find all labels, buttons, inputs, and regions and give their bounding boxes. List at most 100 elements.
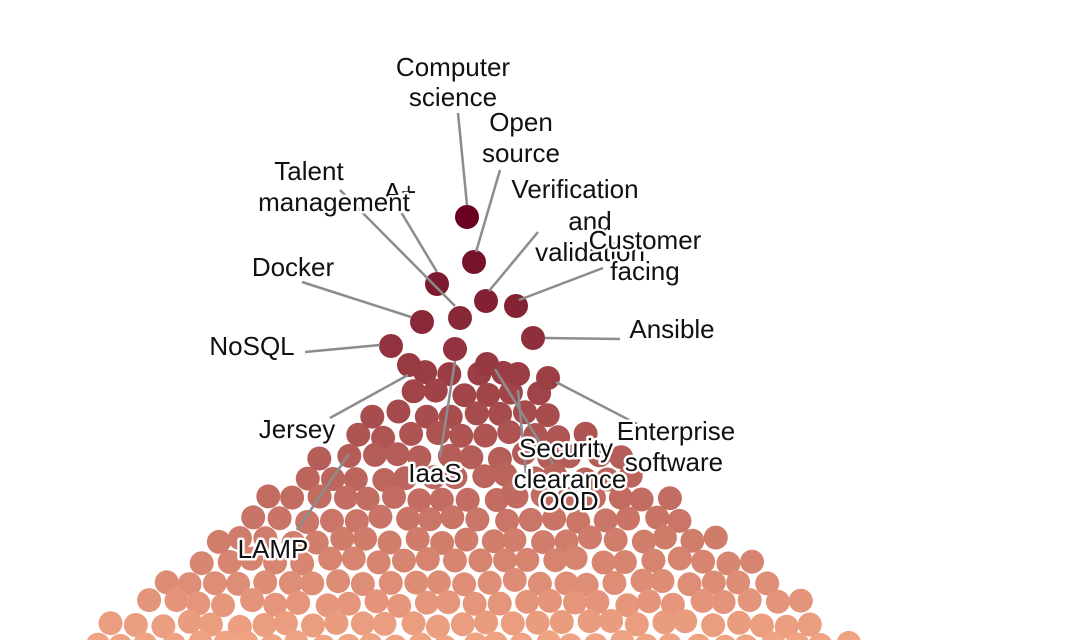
skill-dot bbox=[542, 506, 567, 531]
skill-dot bbox=[226, 571, 251, 596]
skill-dot bbox=[630, 568, 655, 593]
skill-dot bbox=[324, 610, 349, 635]
skill-dot bbox=[481, 529, 506, 554]
skill-dot bbox=[364, 589, 389, 614]
skill-dot bbox=[581, 485, 606, 510]
skill-dot bbox=[740, 549, 764, 574]
skill-dot bbox=[608, 485, 633, 510]
skill-dot bbox=[401, 379, 426, 404]
skill-dot bbox=[518, 507, 543, 532]
skill-dot bbox=[474, 289, 498, 313]
skill-dot bbox=[426, 570, 451, 595]
dots-layer bbox=[86, 205, 861, 640]
skill-dot bbox=[667, 508, 692, 533]
skill-dot bbox=[502, 567, 527, 592]
skill-dot bbox=[443, 548, 467, 573]
skill-dot bbox=[715, 634, 735, 640]
point-label: Docker bbox=[252, 252, 335, 282]
skill-dot bbox=[641, 548, 666, 573]
leader-line bbox=[438, 360, 457, 458]
skill-dot bbox=[652, 610, 677, 635]
skill-dot bbox=[202, 571, 227, 596]
skill-dot bbox=[290, 551, 315, 576]
skill-dot bbox=[286, 590, 311, 615]
skill-dot bbox=[477, 570, 502, 595]
skill-dot bbox=[162, 632, 185, 640]
point-label-line: science bbox=[409, 82, 497, 112]
leader-line bbox=[544, 336, 621, 341]
skill-dot bbox=[603, 527, 628, 552]
skill-dot bbox=[239, 546, 264, 571]
skill-dot bbox=[443, 465, 468, 490]
skill-dot bbox=[786, 632, 809, 640]
skill-dot bbox=[574, 572, 599, 597]
point-label-line: Enterprise bbox=[617, 416, 736, 446]
skill-dot bbox=[436, 590, 461, 615]
point-label: Computer science bbox=[396, 52, 510, 112]
skill-dot bbox=[415, 547, 440, 572]
skill-dot bbox=[475, 352, 499, 376]
skill-dot bbox=[263, 592, 288, 617]
skill-dot bbox=[464, 632, 487, 640]
point-label: LAMP bbox=[238, 534, 309, 564]
skill-dot bbox=[363, 442, 387, 467]
skill-dot bbox=[484, 631, 508, 640]
skill-dot bbox=[788, 588, 813, 613]
point-label-line: Talent bbox=[274, 156, 344, 186]
skill-dot bbox=[455, 205, 479, 229]
skill-dot bbox=[86, 632, 110, 640]
skill-dot bbox=[506, 362, 530, 386]
skill-dot bbox=[465, 507, 490, 532]
skill-dot bbox=[430, 531, 455, 555]
leader-line bbox=[493, 368, 555, 465]
skill-dot bbox=[278, 571, 303, 595]
skill-dot bbox=[177, 572, 202, 597]
skill-dot bbox=[809, 632, 832, 640]
skill-dot bbox=[610, 630, 635, 640]
point-label-line: A+ bbox=[384, 177, 417, 207]
skill-dot bbox=[440, 505, 465, 530]
point-label-line: facing bbox=[610, 256, 679, 286]
skill-dot bbox=[749, 613, 774, 638]
skill-dot bbox=[372, 611, 397, 636]
skill-dot bbox=[531, 530, 556, 555]
skill-dot bbox=[267, 506, 292, 531]
point-label-line: software bbox=[625, 447, 723, 477]
skill-dot bbox=[392, 548, 416, 573]
point-label-line: Security bbox=[519, 433, 613, 463]
point-label-line: LAMP bbox=[238, 534, 309, 564]
point-label: Security clearance bbox=[514, 433, 627, 494]
skill-dot bbox=[253, 570, 278, 595]
skill-dot bbox=[300, 571, 325, 596]
skill-dot bbox=[448, 306, 472, 330]
skill-dot bbox=[755, 571, 780, 596]
skill-dot bbox=[404, 570, 429, 595]
skill-dot bbox=[578, 525, 602, 550]
skill-dot bbox=[343, 467, 368, 492]
skill-dot bbox=[360, 404, 385, 429]
skill-dot bbox=[616, 506, 640, 531]
skill-dot bbox=[711, 590, 736, 614]
point-label-line: and bbox=[568, 206, 611, 236]
skill-dot bbox=[454, 527, 479, 552]
leader-lines-layer bbox=[295, 112, 638, 531]
skill-dot bbox=[455, 487, 480, 512]
skill-dot bbox=[386, 399, 411, 424]
skill-dot bbox=[385, 442, 410, 467]
skill-dot bbox=[429, 487, 454, 512]
skill-dot bbox=[584, 633, 607, 640]
skill-dot bbox=[273, 611, 298, 636]
point-label-line: Docker bbox=[252, 252, 335, 282]
skill-dot bbox=[281, 531, 306, 555]
skill-dot bbox=[701, 613, 726, 638]
skill-dot bbox=[500, 611, 525, 636]
skill-dot bbox=[263, 550, 288, 575]
skill-dot bbox=[673, 609, 698, 634]
skill-dot bbox=[326, 569, 351, 594]
skill-dot bbox=[476, 382, 501, 407]
skill-dot bbox=[396, 506, 421, 531]
skill-dot bbox=[405, 527, 430, 551]
leader-line bbox=[456, 112, 469, 206]
skill-dot bbox=[599, 609, 624, 633]
skill-dot bbox=[556, 487, 581, 512]
